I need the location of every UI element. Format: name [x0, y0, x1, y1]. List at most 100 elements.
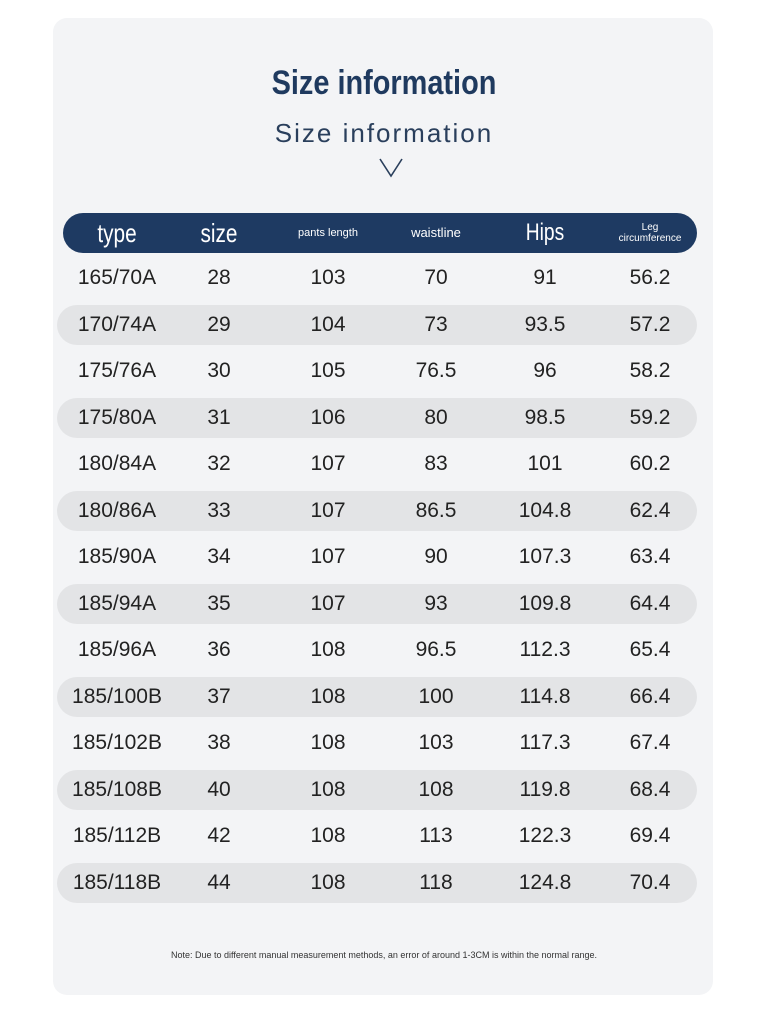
table-cell: 185/94A: [77, 591, 157, 615]
table-cell: 107: [310, 452, 346, 475]
table-cell: 98.5: [524, 405, 566, 429]
row-background: [57, 397, 697, 438]
table-cell: 76.5: [415, 359, 457, 382]
subtitle: Size information: [274, 118, 494, 148]
table-cell: 185/100B: [72, 684, 162, 708]
table-cell: 90: [424, 545, 448, 568]
column-header: size: [200, 217, 238, 248]
table-cell: 29: [207, 312, 231, 336]
table-cell: 104: [310, 312, 346, 336]
column-header: waistline: [411, 224, 461, 240]
table-cell: 91: [533, 266, 557, 289]
table-cell: 106: [310, 405, 346, 429]
table-cell: 108: [310, 777, 346, 801]
table-cell: 185/90A: [77, 545, 157, 568]
table-cell: 112.3: [519, 638, 571, 661]
table-cell: 105: [310, 359, 346, 382]
table-cell: 109.8: [518, 591, 572, 615]
table-cell: 101: [527, 452, 563, 475]
table-cell: 93.5: [524, 312, 566, 336]
table-cell: 180/86A: [77, 498, 157, 522]
table-cell: 103: [310, 266, 346, 289]
table-cell: 108: [310, 731, 346, 754]
table-cell: 40: [207, 777, 231, 801]
table-cell: 73: [424, 312, 448, 336]
row-background: [57, 862, 697, 903]
row-background: [57, 676, 697, 717]
table-cell: 68.4: [629, 777, 671, 801]
table-cell: 185/108B: [72, 777, 162, 801]
table-cell: 108: [310, 870, 346, 894]
table-cell: 117.3: [519, 731, 571, 754]
table-cell: 119.8: [519, 777, 571, 801]
table-cell: 63.4: [629, 545, 671, 568]
row-background: [57, 769, 697, 810]
table-cell: 62.4: [629, 498, 671, 522]
table-cell: 33: [207, 498, 231, 522]
table-cell: 31: [207, 405, 231, 429]
table-cell: 107: [310, 545, 346, 568]
table-cell: 36: [207, 638, 231, 661]
table-cell: 70: [424, 266, 448, 289]
table-cell: 58.2: [629, 359, 671, 382]
row-background: [57, 583, 697, 624]
table-cell: 66.4: [629, 684, 671, 708]
table-cell: 107: [310, 591, 346, 615]
table-cell: 100: [418, 684, 454, 708]
table-cell: 37: [207, 684, 231, 708]
table-cell: 175/76A: [77, 359, 157, 382]
table-cell: 42: [207, 824, 231, 847]
table-cell: 30: [207, 359, 231, 382]
table-cell: 57.2: [629, 312, 671, 336]
table-cell: 38: [207, 731, 231, 754]
column-header: type: [97, 217, 137, 248]
table-cell: 175/80A: [77, 405, 157, 429]
table-cell: 108: [310, 824, 346, 847]
table-cell: 122.3: [518, 824, 572, 847]
table-cell: 96: [533, 359, 557, 382]
table-cell: 165/70A: [77, 266, 157, 289]
table-cell: 185/102B: [72, 731, 162, 754]
table-cell: 86.5: [415, 498, 457, 522]
table-cell: 108: [418, 777, 454, 801]
table-cell: 108: [310, 638, 346, 661]
table-cell: 56.2: [629, 266, 671, 289]
table-cell: 65.4: [629, 638, 671, 661]
chevron-icon: [379, 158, 403, 178]
table-cell: 185/118B: [72, 870, 162, 894]
row-background: [57, 304, 697, 345]
table-cell: 69.4: [629, 824, 671, 847]
table-cell: 114.8: [519, 684, 571, 708]
table-cell: 60.2: [629, 452, 671, 475]
table-cell: 118: [419, 870, 453, 894]
table-cell: 80: [424, 405, 448, 429]
note: Note: Due to different manual measuremen…: [170, 950, 598, 960]
table-cell: 113: [419, 824, 453, 847]
table-cell: 70.4: [629, 870, 671, 894]
table-cell: 44: [207, 870, 231, 894]
table-cell: 67.4: [629, 731, 671, 754]
table-cell: 103: [418, 731, 454, 754]
header-bar: [63, 213, 697, 253]
table-cell: 170/74A: [77, 312, 157, 336]
table-cell: 180/84A: [77, 452, 157, 475]
table-cell: 185/112B: [72, 824, 162, 847]
table-cell: 34: [207, 545, 231, 568]
column-header: Leg circumference: [618, 222, 682, 244]
table-cell: 104.8: [518, 498, 572, 522]
table-cell: 93: [424, 591, 448, 615]
table-cell: 28: [207, 266, 231, 289]
table-cell: 124.8: [518, 870, 572, 894]
table-cell: 108: [310, 684, 346, 708]
table-cell: 64.4: [629, 591, 671, 615]
title: Size information: [271, 64, 497, 102]
table-cell: 32: [207, 452, 231, 475]
table-cell: 185/96A: [77, 638, 157, 661]
table-cell: 35: [207, 591, 231, 615]
table-cell: 96.5: [415, 638, 457, 661]
table-cell: 83: [424, 452, 448, 475]
column-header: pants length: [298, 226, 358, 239]
row-background: [57, 490, 697, 531]
table-cell: 107: [310, 498, 346, 522]
